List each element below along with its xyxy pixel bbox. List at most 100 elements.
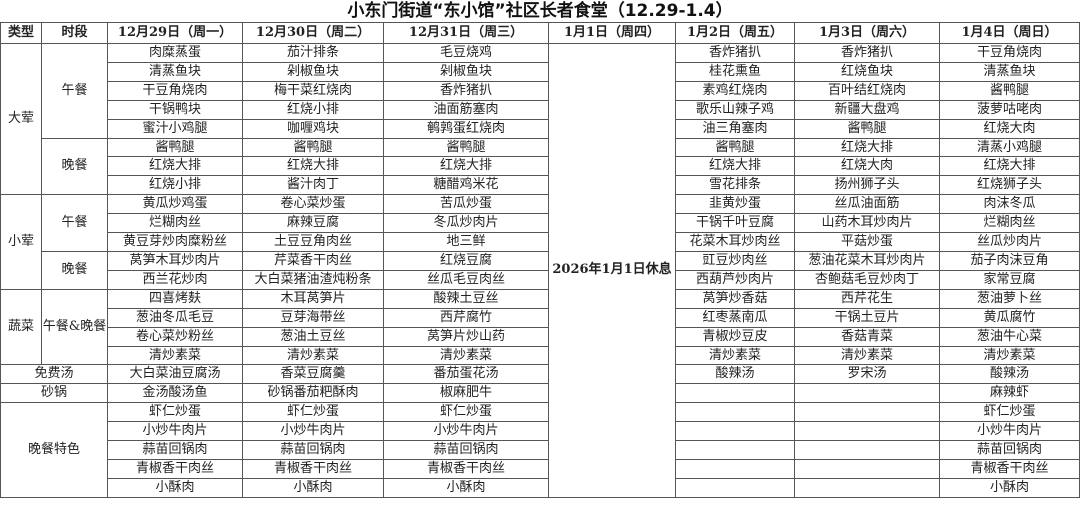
table-row: 大荤 午餐 肉糜蒸蛋 茄汁排条 毛豆烧鸡 2026年1月1日休息 香炸猪扒 香炸猪扒 干豆角烧肉 [0, 42, 1080, 498]
dish-cell: 清炒素菜 [242, 345, 384, 366]
dish-cell: 油三角塞肉 [675, 118, 795, 139]
dish-cell: 丝瓜炒肉片 [939, 232, 1080, 252]
dish-cell: 清蒸鱼块 [939, 61, 1080, 82]
table-row: 免费汤 大白菜油豆腐汤 香菜豆腐羹 番茄蛋花汤 酸辣汤 罗宋汤 酸辣汤 [0, 364, 1080, 385]
dish-cell: 歌乐山辣子鸡 [675, 99, 795, 120]
dish-cell [675, 383, 795, 404]
dish-cell: 清炒素菜 [939, 345, 1080, 366]
type-cell: 大荤 [0, 42, 42, 196]
dish-cell: 酱鸭腿 [675, 137, 795, 158]
dish-cell: 土豆豆角肉丝 [242, 232, 384, 252]
period-cell: 午餐 [41, 194, 108, 252]
dish-cell: 罗宋汤 [794, 364, 940, 385]
dish-cell: 酸辣汤 [939, 364, 1080, 385]
dish-cell: 葱油土豆丝 [242, 326, 384, 347]
dish-cell: 酱汁肉丁 [242, 175, 384, 196]
dish-cell: 家常豆腐 [939, 269, 1080, 290]
dish-cell [675, 440, 795, 460]
dish-cell: 青椒炒豆皮 [675, 326, 795, 347]
dish-cell: 香菇青菜 [794, 326, 940, 347]
dish-cell: 小炒牛肉片 [242, 421, 384, 442]
dish-cell: 红烧大排 [794, 137, 940, 158]
dish-cell: 虾仁炒蛋 [242, 402, 384, 423]
dish-cell: 红烧大排 [383, 156, 549, 177]
period-cell: 晚餐 [41, 250, 108, 290]
table-row: 青椒香干肉丝 青椒香干肉丝 青椒香干肉丝 青椒香干肉丝 [1, 458, 1080, 479]
table-row: 晚餐 酱鸭腿 酱鸭腿 酱鸭腿 酱鸭腿 红烧大排 清蒸小鸡腿 [1, 137, 1080, 196]
dish-cell: 西葫芦炒肉片 [675, 269, 795, 290]
dish-cell: 蜜汁小鸡腿 [107, 118, 243, 139]
dish-cell: 四喜烤麸 [107, 288, 243, 309]
dish-cell: 素鸡红烧肉 [675, 80, 795, 101]
dish-cell: 红烧鱼块 [794, 61, 940, 82]
dish-cell: 酱鸭腿 [383, 137, 549, 158]
dish-cell: 葱油冬瓜毛豆 [107, 307, 243, 328]
dish-cell: 红烧小排 [242, 99, 384, 120]
dish-cell: 新疆大盘鸡 [794, 99, 940, 120]
dish-cell: 干锅鸭块 [107, 99, 243, 120]
dish-cell: 干锅土豆片 [794, 307, 940, 328]
dish-cell: 苦瓜炒蛋 [383, 194, 549, 215]
dish-cell: 麻辣豆腐 [242, 213, 384, 234]
dish-cell: 砂锅番茄粑酥肉 [242, 383, 384, 404]
table-row: 小酥肉 小酥肉 小酥肉 小酥肉 [1, 477, 1080, 498]
table-row: 葱油冬瓜毛豆 豆芽海带丝 西芹腐竹 红枣蒸南瓜 干锅土豆片 黄瓜腐竹 [1, 307, 1080, 328]
dish-cell: 葱油花菜木耳炒肉片 [794, 250, 940, 271]
dish-cell: 小炒牛肉片 [383, 421, 549, 442]
dish-cell: 木耳莴笋片 [242, 288, 384, 309]
table-row: 砂锅 金汤酸汤鱼 砂锅番茄粑酥肉 椒麻肥牛 麻辣虾 [0, 383, 1080, 404]
dish-cell [675, 477, 795, 498]
dish-cell: 蒜苗回锅肉 [383, 440, 549, 460]
dish-cell: 西芹花生 [794, 288, 940, 309]
dish-cell: 清蒸鱼块 [107, 61, 243, 82]
header-day: 1月2日（周五） [675, 22, 795, 44]
table-row: 清蒸鱼块 剁椒鱼块 剁椒鱼块 桂花熏鱼 红烧鱼块 清蒸鱼块 [1, 61, 1080, 82]
dish-cell: 油面筋塞肉 [383, 99, 549, 120]
dish-cell: 清炒素菜 [794, 345, 940, 366]
dish-cell: 小酥肉 [107, 477, 243, 498]
dish-cell: 韭黄炒蛋 [675, 194, 795, 215]
dish-cell: 茄汁排条 [242, 43, 384, 63]
dish-cell: 酱鸭腿 [107, 137, 243, 158]
dish-cell: 番茄蛋花汤 [383, 364, 549, 385]
table-row: 清炒素菜 清炒素菜 清炒素菜 清炒素菜 清炒素菜 清炒素菜 [1, 345, 1080, 366]
dish-cell: 红烧大排 [939, 156, 1080, 177]
dish-cell: 梅干菜红烧肉 [242, 80, 384, 101]
dish-cell: 干豆角烧肉 [939, 43, 1080, 63]
dish-cell: 西兰花炒肉 [107, 269, 243, 290]
dish-cell: 干锅千叶豆腐 [675, 213, 795, 234]
dish-cell: 麻辣虾 [939, 383, 1080, 404]
dish-cell: 香炸猪扒 [675, 43, 795, 63]
dish-cell: 小酥肉 [242, 477, 384, 498]
dish-cell: 小炒牛肉片 [107, 421, 243, 442]
dish-cell [675, 421, 795, 442]
dish-cell [794, 402, 940, 423]
dish-cell: 黄豆芽炒肉糜粉丝 [107, 232, 243, 252]
type-cell: 免费汤 [0, 364, 108, 385]
dish-cell: 丝瓜油面筋 [794, 194, 940, 215]
dish-cell: 青椒香干肉丝 [242, 458, 384, 479]
dish-cell: 青椒香干肉丝 [939, 458, 1080, 479]
dish-cell: 青椒香干肉丝 [107, 458, 243, 479]
type-cell: 晚餐特色 [0, 402, 108, 498]
dish-cell: 糖醋鸡米花 [383, 175, 549, 196]
dish-cell: 莴笋片炒山药 [383, 326, 549, 347]
dish-cell: 蒜苗回锅肉 [107, 440, 243, 460]
menu-table: 类型 时段 12月29日（周一） 12月30日（周二） 12月31日（周三） 1… [0, 22, 1080, 498]
table-row: 蔬菜 午餐&晚餐 四喜烤麸 木耳莴笋片 酸辣土豆丝 莴笋炒香菇 西芹花生 葱油萝卜丝 [0, 288, 1080, 366]
table-row: 干锅鸭块 红烧小排 油面筋塞肉 歌乐山辣子鸡 新疆大盘鸡 菠萝咕咾肉 [1, 99, 1080, 120]
table-row: 卷心菜炒粉丝 葱油土豆丝 莴笋片炒山药 青椒炒豆皮 香菇青菜 葱油牛心菜 [1, 326, 1080, 347]
header-day: 1月3日（周六） [794, 22, 940, 44]
dish-cell: 红烧大排 [242, 156, 384, 177]
header-day: 12月30日（周二） [242, 22, 384, 44]
table-row: 红烧小排 酱汁肉丁 糖醋鸡米花 雪花排条 扬州狮子头 红烧狮子头 [1, 175, 1080, 196]
type-cell: 砂锅 [0, 383, 108, 404]
dish-cell: 虾仁炒蛋 [383, 402, 549, 423]
dish-cell [794, 421, 940, 442]
dish-cell: 清蒸小鸡腿 [939, 137, 1080, 158]
header-day: 1月1日（周四） [548, 22, 676, 44]
dish-cell: 大白菜猪油渣炖粉条 [242, 269, 384, 290]
header-day: 1月4日（周日） [939, 22, 1080, 44]
dish-cell: 酸辣土豆丝 [383, 288, 549, 309]
dish-cell: 剁椒鱼块 [242, 61, 384, 82]
